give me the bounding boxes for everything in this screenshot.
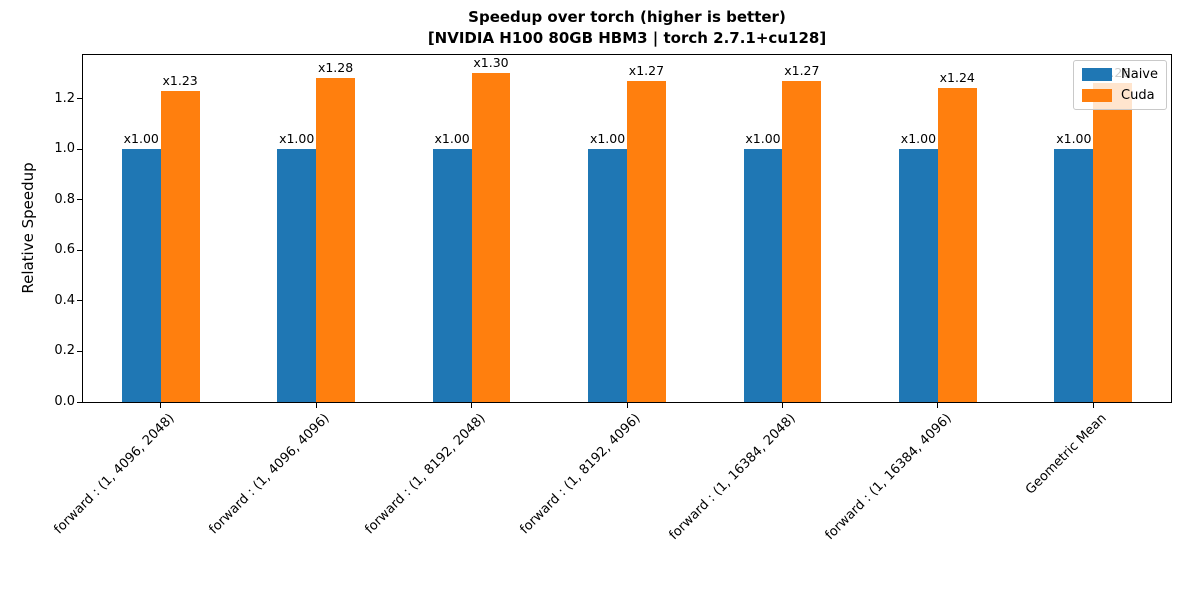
bar-naive-1 <box>277 149 317 402</box>
bar-label-cuda-2: x1.30 <box>473 55 509 71</box>
bar-cuda-5 <box>937 88 977 402</box>
y-tick-5 <box>77 148 82 150</box>
x-tick-3 <box>626 403 628 408</box>
bar-naive-5 <box>899 149 938 402</box>
x-tick-label-6: Geometric Mean <box>1023 411 1110 498</box>
x-tick-2 <box>471 403 473 408</box>
y-tick-4 <box>77 199 82 201</box>
x-tick-4 <box>781 403 783 408</box>
y-axis-label: Relative Speedup <box>19 162 37 294</box>
bar-label-naive-2: x1.00 <box>434 131 470 147</box>
x-tick-label-2: forward : (1, 8192, 2048) <box>361 411 489 538</box>
bar-label-naive-1: x1.00 <box>279 131 315 147</box>
y-tick-6 <box>77 98 82 99</box>
x-tick-label-1: forward : (1, 4096, 4096) <box>206 411 333 538</box>
x-tick-1 <box>315 403 317 408</box>
bar-cuda-4 <box>782 80 822 402</box>
y-tick-label-3: 0.6 <box>54 242 75 258</box>
bar-label-cuda-0: x1.23 <box>162 72 198 88</box>
bar-cuda-3 <box>627 80 666 402</box>
legend-swatch-naive <box>1082 68 1112 81</box>
legend-label-cuda: Cuda <box>1121 88 1155 103</box>
x-tick-6 <box>1092 403 1094 408</box>
x-tick-0 <box>160 403 162 408</box>
bar-naive-2 <box>432 149 472 402</box>
y-tick-label-6: 1.2 <box>54 90 75 106</box>
bar-label-naive-3: x1.00 <box>589 131 626 147</box>
chart-title: Speedup over torch (higher is better) [N… <box>82 7 1172 49</box>
legend-item-cuda: Cuda <box>1082 87 1158 104</box>
y-tick-label-5: 1.0 <box>54 141 75 157</box>
chart-title-line2: [NVIDIA H100 80GB HBM3 | torch 2.7.1+cu1… <box>427 29 827 47</box>
y-tick-0 <box>77 401 82 403</box>
bar-label-naive-0: x1.00 <box>123 131 159 147</box>
y-tick-1 <box>77 350 82 352</box>
bar-label-cuda-1: x1.28 <box>317 60 354 76</box>
bar-naive-4 <box>743 149 783 402</box>
bar-label-naive-5: x1.00 <box>900 131 937 147</box>
bar-naive-6 <box>1054 149 1094 402</box>
bar-naive-0 <box>121 149 161 402</box>
legend-label-naive: Naive <box>1121 67 1158 82</box>
legend-swatch-cuda <box>1082 89 1112 102</box>
bar-label-naive-4: x1.00 <box>745 131 781 147</box>
x-tick-5 <box>937 403 939 408</box>
plot-area: Naive Cuda 0.0 0.2 0.4 0.6 0.8 1.0 1.2 forward … <box>51 54 1172 543</box>
y-tick-label-1: 0.2 <box>54 343 75 359</box>
bar-cuda-2 <box>471 73 511 402</box>
bar-label-naive-6: x1.00 <box>1056 131 1092 147</box>
bar-label-cuda-4: x1.27 <box>784 62 820 78</box>
y-tick-3 <box>77 249 82 251</box>
bar-label-cuda-5: x1.24 <box>939 70 975 86</box>
bar-naive-3 <box>588 149 627 402</box>
x-tick-label-3: forward : (1, 8192, 4096) <box>517 411 644 538</box>
bar-cuda-0 <box>160 90 200 402</box>
y-tick-label-2: 0.4 <box>54 292 75 308</box>
bar-label-cuda-3: x1.27 <box>628 62 665 78</box>
y-tick-2 <box>77 300 82 302</box>
chart-title-line1: Speedup over torch (higher is better) <box>468 8 786 26</box>
legend-item-naive: Naive <box>1082 66 1158 83</box>
legend: Naive Cuda <box>1073 60 1167 110</box>
y-tick-label-0: 0.0 <box>54 394 75 409</box>
bar-cuda-1 <box>316 78 355 402</box>
x-tick-label-4: forward : (1, 16384, 2048) <box>666 411 800 544</box>
x-tick-label-0: forward : (1, 4096, 2048) <box>51 411 178 538</box>
x-tick-label-5: forward : (1, 16384, 4096) <box>822 411 955 544</box>
y-tick-label-4: 0.8 <box>54 191 75 207</box>
bar-cuda-6 <box>1093 83 1133 402</box>
